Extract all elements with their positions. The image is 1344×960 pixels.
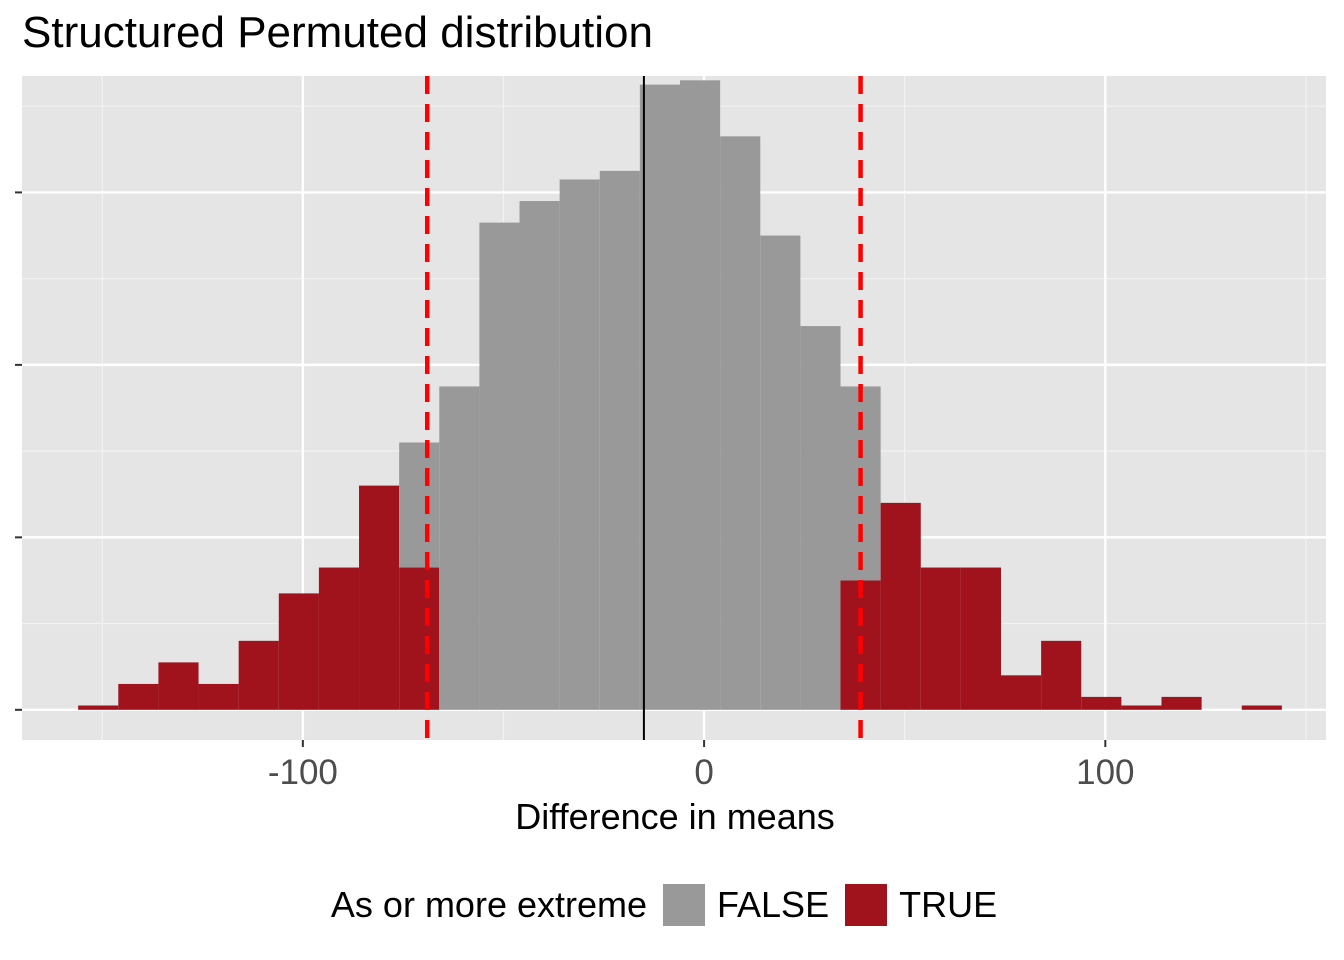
histogram-bar-true xyxy=(1081,696,1122,710)
histogram-bar-false xyxy=(479,222,520,710)
chart-title: Structured Permuted distribution xyxy=(22,8,653,57)
histogram-bar-true xyxy=(1161,696,1202,710)
x-tick-label: 100 xyxy=(1076,753,1134,792)
histogram-bar-true xyxy=(318,567,360,710)
histogram-bar-true xyxy=(78,705,119,710)
histogram-bar-true xyxy=(158,662,199,710)
histogram-bar-false xyxy=(720,136,761,710)
histogram-bar-true xyxy=(1241,705,1282,710)
histogram-bar-true xyxy=(880,502,921,710)
legend-item-true: TRUE xyxy=(845,884,997,926)
histogram-bar-false xyxy=(559,179,600,710)
legend-title: As or more extreme xyxy=(330,884,648,925)
histogram-bar-false xyxy=(599,170,640,710)
histogram-bar-true xyxy=(1001,675,1042,710)
legend-key-false xyxy=(663,884,706,926)
histogram-bar-true xyxy=(278,593,319,710)
histogram-bar-true xyxy=(198,683,239,710)
histogram-bar-true xyxy=(960,567,1002,710)
x-tick-label: -100 xyxy=(268,753,338,792)
histogram-bar-false xyxy=(639,84,681,710)
histogram-bar-true xyxy=(1121,705,1162,710)
x-tick-label: 0 xyxy=(694,753,713,792)
legend-label-false: FALSE xyxy=(717,884,830,925)
legend-item-false: FALSE xyxy=(663,884,829,926)
legend-label-true: TRUE xyxy=(899,884,998,925)
histogram-bar-false xyxy=(760,235,801,710)
histogram-bar-true xyxy=(399,567,440,710)
x-axis-title: Difference in means xyxy=(515,796,835,837)
legend-key-true xyxy=(845,884,888,926)
histogram-bar-true xyxy=(1041,640,1082,710)
histogram-bar-false xyxy=(399,442,440,568)
histogram-bar-true xyxy=(238,640,279,710)
histogram-bar-false xyxy=(519,201,560,710)
histogram-bar-false xyxy=(680,80,721,710)
histogram-bar-false xyxy=(439,386,480,710)
histogram-bar-false xyxy=(800,326,841,710)
legend: As or more extreme FALSE TRUE xyxy=(0,884,1344,926)
histogram-bar-true xyxy=(118,683,159,710)
histogram-bar-true xyxy=(920,567,961,710)
histogram-bar-true xyxy=(359,485,400,710)
